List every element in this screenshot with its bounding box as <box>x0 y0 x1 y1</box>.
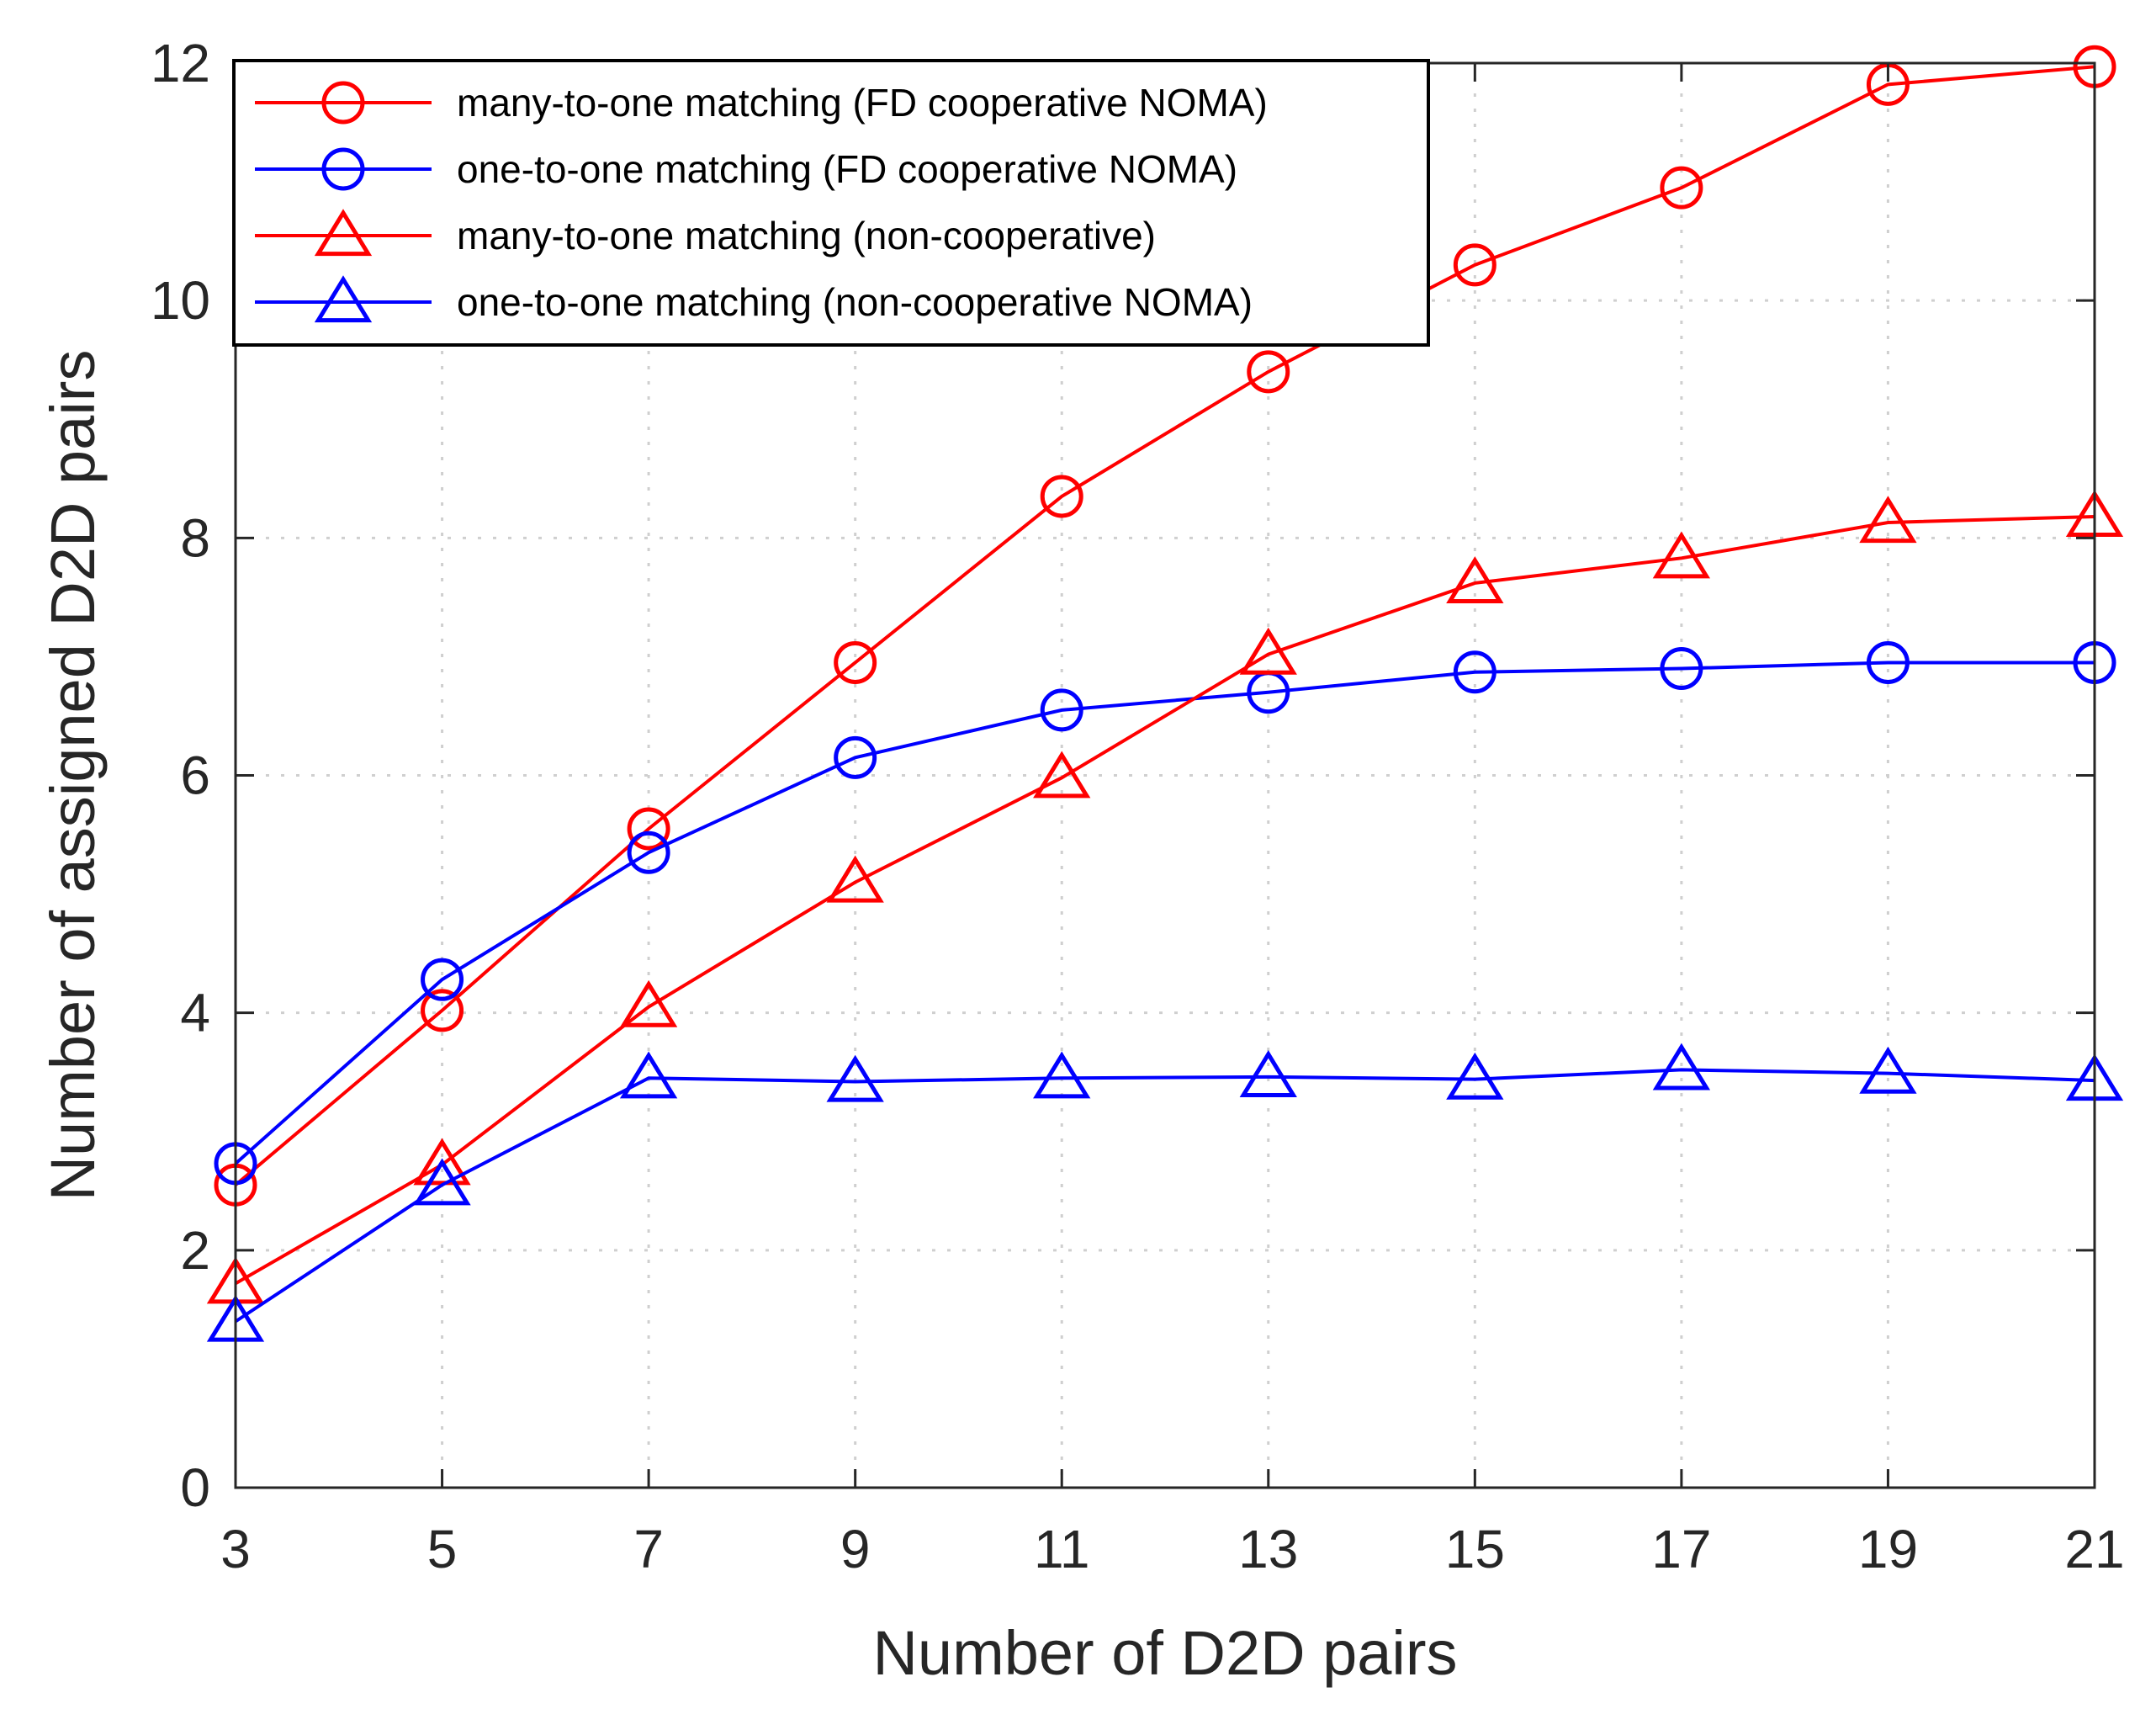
series-3-point <box>1859 496 1917 544</box>
series-1-point <box>1660 166 1703 210</box>
series-4-point <box>1239 1050 1297 1097</box>
series-3-point <box>1033 751 1091 799</box>
series-3-point <box>619 979 678 1027</box>
series-2-point <box>627 830 670 874</box>
series-3-point <box>826 855 884 903</box>
legend-label: many-to-one matching (FD cooperative NOM… <box>457 81 1268 125</box>
legend-label: many-to-one matching (non-cooperative) <box>457 214 1156 257</box>
legend-label: one-to-one matching (FD cooperative NOMA… <box>457 147 1237 191</box>
series-2-point <box>421 958 464 1001</box>
series-4-line <box>234 1068 2095 1324</box>
series-3-line <box>235 514 2095 1286</box>
y-tick-label: 12 <box>151 33 210 93</box>
x-tick-label: 7 <box>633 1519 664 1579</box>
x-tick-label: 13 <box>1238 1519 1298 1579</box>
series-4-point <box>1446 1052 1504 1100</box>
legend-box <box>232 59 1430 347</box>
plot-series <box>206 45 2124 1342</box>
series-3-point <box>1446 556 1504 604</box>
series-4-point <box>1033 1051 1091 1099</box>
series-1-point <box>421 989 464 1032</box>
y-tick-label: 6 <box>180 746 210 806</box>
series-1-point <box>627 807 670 851</box>
series-4-point <box>1859 1046 1917 1094</box>
series-4-point <box>619 1051 678 1099</box>
series-2-point <box>834 735 877 779</box>
x-tick-label: 15 <box>1445 1519 1505 1579</box>
legend: many-to-one matching (FD cooperative NOM… <box>232 59 1430 347</box>
series-3-point <box>1652 531 1711 579</box>
legend-swatch-marker <box>314 209 373 257</box>
series-2-point <box>1866 640 1910 684</box>
series-2-point <box>1660 647 1703 691</box>
series-2-point <box>1040 688 1083 732</box>
series-4-point <box>1652 1043 1711 1090</box>
series-1-point <box>1247 350 1290 394</box>
x-tick-label: 17 <box>1651 1519 1711 1579</box>
x-tick-label: 21 <box>2064 1519 2124 1579</box>
series-2-point <box>1453 650 1496 694</box>
series-1-point <box>1040 475 1083 518</box>
x-tick-label: 19 <box>1858 1519 1918 1579</box>
series-4-point <box>413 1158 471 1206</box>
series-3-point <box>1239 627 1297 675</box>
y-tick-label: 2 <box>180 1220 210 1281</box>
series-4-point <box>826 1054 884 1102</box>
legend-label: one-to-one matching (non-cooperative NOM… <box>457 280 1253 324</box>
series-1-point <box>1453 243 1496 287</box>
legend-entry-4: one-to-one matching (non-cooperative NOM… <box>255 275 1253 324</box>
series-3-point <box>413 1138 471 1186</box>
legend-swatch-marker <box>314 275 373 323</box>
series-2-line <box>234 661 2095 1165</box>
series-1-line <box>234 65 2095 1186</box>
x-axis-title: Number of D2D pairs <box>872 1618 1457 1688</box>
legend-swatch-marker <box>321 147 365 191</box>
x-tick-label: 3 <box>220 1519 251 1579</box>
y-tick-label: 0 <box>180 1457 210 1518</box>
y-tick-label: 4 <box>180 983 210 1043</box>
y-axis-title: Number of assigned D2D pairs <box>38 350 108 1202</box>
x-tick-label: 5 <box>427 1519 458 1579</box>
legend-entry-3: many-to-one matching (non-cooperative) <box>255 209 1156 257</box>
series-1 <box>214 45 2116 1207</box>
y-tick-label: 8 <box>180 507 210 568</box>
legend-swatch-marker <box>321 81 365 125</box>
x-tick-label: 9 <box>840 1519 871 1579</box>
series-1-point <box>834 640 877 684</box>
x-tick-label: 11 <box>1034 1519 1089 1579</box>
legend-entry-2: one-to-one matching (FD cooperative NOMA… <box>255 147 1237 191</box>
legend-entry-1: many-to-one matching (FD cooperative NOM… <box>255 81 1268 125</box>
y-tick-label: 10 <box>151 270 210 331</box>
